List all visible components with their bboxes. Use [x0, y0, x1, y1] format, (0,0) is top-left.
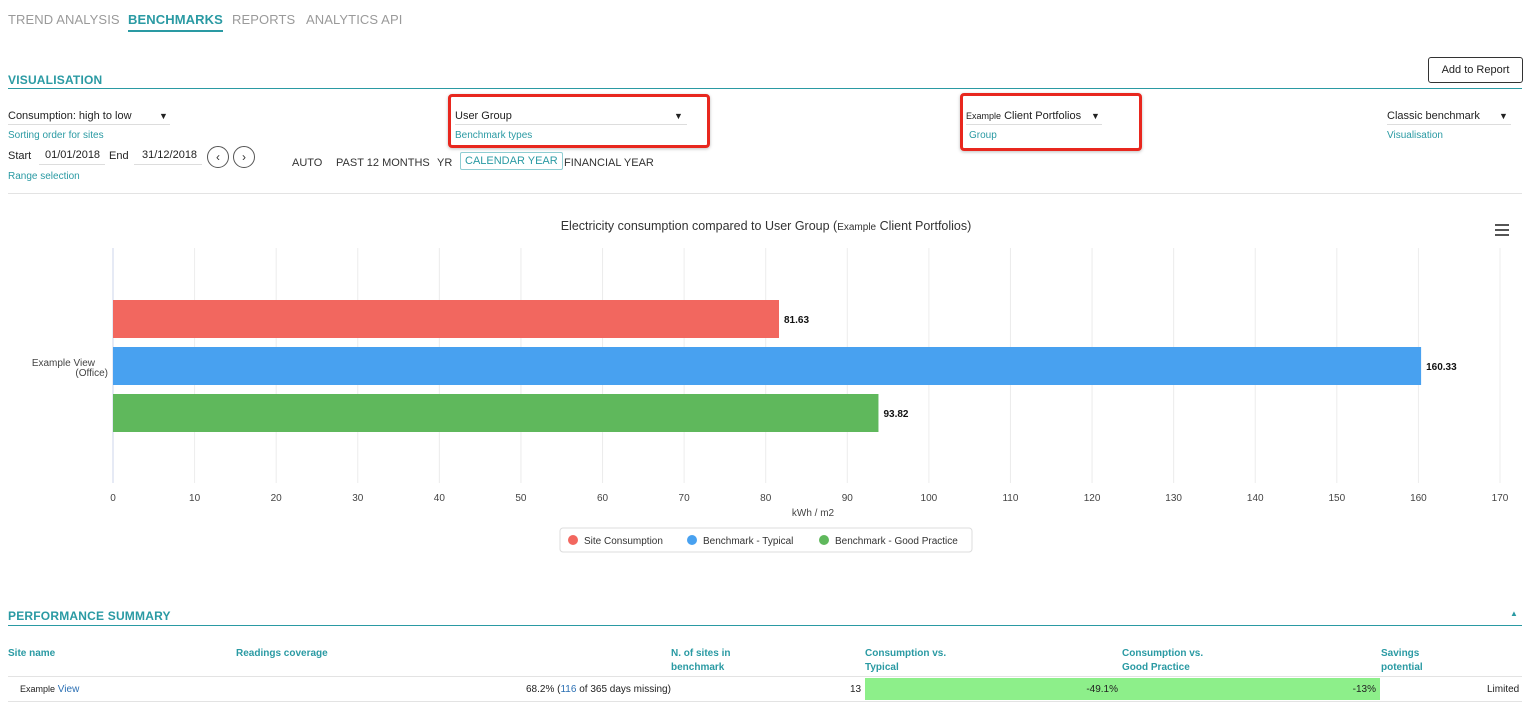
group-value: Client Portfolios	[1004, 110, 1082, 122]
category-label: Example View	[32, 358, 96, 369]
range-option-past-12-months[interactable]: PAST 12 MONTHS	[336, 157, 430, 169]
legend-marker	[819, 535, 829, 545]
bar[interactable]	[113, 394, 879, 432]
x-tick-label: 140	[1247, 493, 1264, 504]
site-link[interactable]: View	[57, 684, 80, 695]
caret-up-icon[interactable]: ▲	[1510, 609, 1518, 618]
chart-bars: 81.63 160.33 93.82	[113, 300, 1457, 432]
range-option-auto[interactable]: AUTO	[292, 157, 323, 169]
benchmark-type-value: User Group	[455, 110, 512, 122]
group-label: Group	[969, 130, 997, 141]
header-readings-coverage[interactable]: Readings coverage	[236, 648, 328, 659]
benchmark-chart: Electricity consumption compared to User…	[32, 219, 1509, 553]
x-tick-label: 170	[1492, 493, 1509, 504]
x-tick-label: 150	[1328, 493, 1345, 504]
start-label: Start	[8, 150, 32, 162]
benchmark-type-select[interactable]: User Group	[455, 110, 687, 125]
legend-marker	[568, 535, 578, 545]
hamburger-menu-icon[interactable]	[1495, 224, 1509, 239]
group-prefix: Example	[966, 111, 1002, 121]
x-tick-label: 30	[352, 493, 364, 504]
performance-divider	[8, 625, 1522, 626]
n-sites-cell: 13	[850, 684, 862, 695]
x-axis-label: kWh / m2	[792, 508, 835, 519]
highlight-box	[448, 94, 710, 148]
x-tick-label: 160	[1410, 493, 1427, 504]
chart-legend: Site Consumption Benchmark - Typical Bench…	[559, 527, 973, 553]
chevron-left-icon[interactable]: ‹	[207, 146, 229, 168]
end-date-field[interactable]: 31/12/2018	[134, 149, 202, 165]
x-tick-label: 90	[842, 493, 854, 504]
chevron-down-icon[interactable]: ▼	[159, 111, 168, 121]
benchmark-type-label: Benchmark types	[455, 130, 533, 141]
bar[interactable]	[113, 300, 780, 338]
end-date-value: 31/12/2018	[142, 149, 198, 161]
x-tick-label: 110	[1002, 493, 1018, 504]
sort-order-value: Consumption: high to low	[8, 110, 132, 122]
x-tick-label: 80	[760, 493, 772, 504]
data-label: 81.63	[784, 315, 809, 326]
performance-summary-title: PERFORMANCE SUMMARY	[8, 609, 171, 623]
legend-item[interactable]: Benchmark - Typical	[703, 536, 793, 547]
range-option-financial-year[interactable]: FINANCIAL YEAR	[564, 157, 654, 169]
range-option-yr[interactable]: YR	[437, 157, 453, 169]
table-row-divider	[8, 701, 1522, 702]
chart-title: Electricity consumption compared to User…	[561, 219, 972, 233]
chevron-down-icon[interactable]: ▼	[1091, 111, 1100, 121]
header-savings-potential[interactable]: Savings potential	[1381, 648, 1423, 673]
bar[interactable]	[113, 347, 1422, 385]
highlight-box	[960, 93, 1142, 151]
sort-order-label: Sorting order for sites	[8, 130, 104, 141]
tab-analytics-api[interactable]: ANALYTICS API	[306, 12, 403, 27]
chevron-down-icon[interactable]: ▼	[1499, 111, 1508, 121]
tab-benchmarks[interactable]: BENCHMARKS	[128, 12, 223, 32]
visualisation-title: VISUALISATION	[8, 73, 103, 87]
visualisation-divider	[8, 88, 1522, 89]
header-n-sites[interactable]: N. of sites in benchmark	[671, 648, 731, 673]
missing-days-link[interactable]: 116	[560, 684, 577, 695]
x-tick-label: 120	[1084, 493, 1101, 504]
x-tick-label: 40	[434, 493, 446, 504]
chevron-down-icon[interactable]: ▼	[674, 111, 683, 121]
header-vs-typical[interactable]: Consumption vs. Typical	[865, 648, 947, 673]
legend-marker	[687, 535, 697, 545]
data-label: 93.82	[883, 409, 908, 420]
x-tick-label: 10	[189, 493, 201, 504]
chart-divider	[8, 193, 1522, 194]
site-name-cell: Example View	[20, 684, 80, 695]
group-select[interactable]: Example Client Portfolios	[966, 110, 1102, 125]
vs-good-practice-cell: -13%	[1122, 678, 1380, 700]
x-tick-label: 60	[597, 493, 609, 504]
x-tick-label: 20	[271, 493, 283, 504]
header-vs-good-practice[interactable]: Consumption vs. Good Practice	[1122, 648, 1204, 673]
readings-coverage-cell: 68.2% (116 of 365 days missing)	[526, 684, 671, 695]
table-header-divider	[8, 676, 1522, 677]
x-tick-label: 0	[110, 493, 116, 504]
tab-reports[interactable]: REPORTS	[232, 12, 296, 27]
savings-potential-cell: Limited	[1487, 684, 1520, 695]
category-label-sub: (Office)	[75, 368, 108, 379]
sort-order-select[interactable]: Consumption: high to low	[8, 110, 170, 125]
header-site-name[interactable]: Site name	[8, 648, 56, 659]
x-tick-label: 100	[921, 493, 938, 504]
add-to-report-button[interactable]: Add to Report	[1428, 57, 1523, 83]
chart-x-axis: 0 10 20 30 40 50 60 70 80 90 100 110 120 130 140 150 160…	[110, 493, 1509, 504]
visualisation-select[interactable]: Classic benchmark	[1387, 110, 1511, 125]
x-tick-label: 70	[679, 493, 691, 504]
end-label: End	[109, 150, 129, 162]
visualisation-label: Visualisation	[1387, 130, 1443, 141]
start-date-field[interactable]: 01/01/2018	[39, 149, 105, 165]
x-tick-label: 130	[1165, 493, 1182, 504]
visualisation-value: Classic benchmark	[1387, 110, 1480, 122]
data-label: 160.33	[1426, 362, 1457, 373]
legend-item[interactable]: Site Consumption	[584, 536, 663, 547]
range-selection-label: Range selection	[8, 171, 80, 182]
range-option-calendar-year[interactable]: CALENDAR YEAR	[460, 152, 563, 170]
chevron-right-icon[interactable]: ›	[233, 146, 255, 168]
x-tick-label: 50	[515, 493, 527, 504]
vs-typical-cell: -49.1%	[865, 678, 1122, 700]
start-date-value: 01/01/2018	[45, 149, 101, 161]
tab-trend-analysis[interactable]: TREND ANALYSIS	[8, 12, 120, 27]
legend-item[interactable]: Benchmark - Good Practice	[835, 536, 958, 547]
